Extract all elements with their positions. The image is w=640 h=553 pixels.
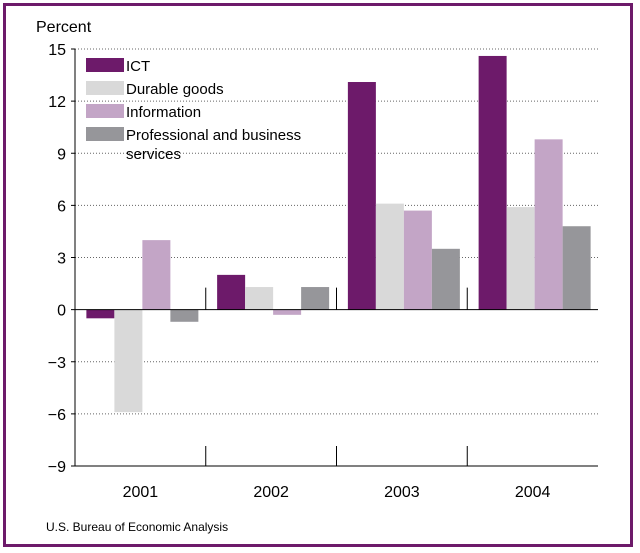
bar-ict (217, 274, 246, 310)
bar-information (273, 309, 302, 315)
legend-swatch (86, 58, 124, 72)
legend-label: services (126, 146, 181, 163)
legend-label: Durable goods (126, 81, 224, 98)
bar-professional-and-business-services (431, 248, 460, 310)
x-tick-label: 2004 (515, 484, 551, 501)
axes: 15 12 9 6 3 0 −3 −6 −9 2001 2002 2003 2004 (48, 42, 598, 501)
legend-label: ICT (126, 58, 150, 75)
bar-durable-goods (375, 203, 404, 310)
y-tick-label: 6 (57, 198, 66, 215)
bars (86, 55, 591, 413)
x-tick-label: 2001 (123, 484, 159, 501)
y-tick-label: 9 (57, 146, 66, 163)
x-tick-label: 2003 (384, 484, 420, 501)
y-tick-label: −3 (48, 355, 66, 372)
y-tick-label: 12 (48, 94, 66, 111)
bar-durable-goods (114, 309, 143, 413)
legend-label: Professional and business (126, 127, 301, 144)
bar-durable-goods (245, 287, 274, 310)
y-tick-label: −9 (48, 459, 66, 476)
bar-information (142, 240, 171, 310)
y-tick-label: −6 (48, 407, 66, 424)
legend-swatch (86, 127, 124, 141)
legend-label: Information (126, 104, 201, 121)
bar-ict (347, 82, 376, 310)
source-note: U.S. Bureau of Economic Analysis (46, 520, 228, 534)
y-tick-label: 3 (57, 251, 66, 268)
y-axis-label: Percent (36, 19, 92, 36)
bar-ict (86, 309, 115, 319)
bar-information (534, 139, 563, 310)
bar-durable-goods (506, 207, 535, 310)
legend: ICT Durable goods Information Professional … (86, 58, 301, 163)
legend-swatch (86, 104, 124, 118)
y-tick-label: 15 (48, 42, 66, 59)
bar-ict (478, 55, 507, 310)
bar-professional-and-business-services (562, 226, 591, 310)
bar-professional-and-business-services (301, 287, 330, 310)
bar-information (403, 210, 432, 310)
y-tick-label: 0 (57, 303, 66, 320)
legend-swatch (86, 81, 124, 95)
x-tick-label: 2002 (253, 484, 289, 501)
bar-professional-and-business-services (170, 309, 199, 322)
